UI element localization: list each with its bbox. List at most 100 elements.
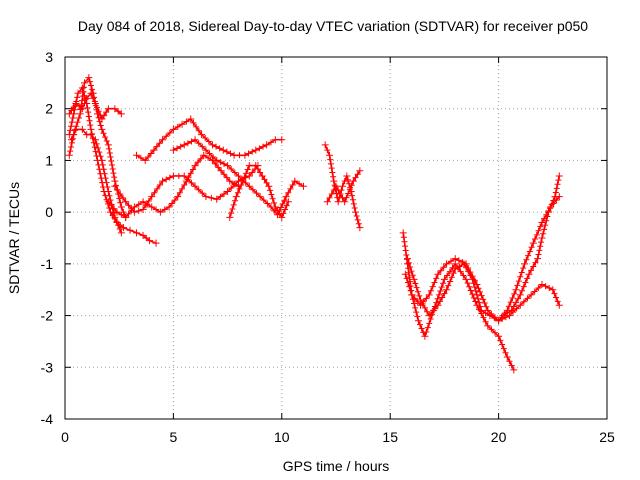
data-point-marker (413, 284, 420, 291)
data-point-marker (208, 194, 215, 201)
data-point-marker (538, 218, 546, 226)
data-point-marker (174, 145, 181, 152)
data-point-marker (483, 303, 490, 310)
data-point-marker (202, 135, 209, 142)
data-point-marker (446, 268, 453, 275)
data-point-marker (278, 136, 286, 144)
data-point-marker (228, 185, 235, 192)
data-point-marker (103, 109, 110, 116)
y-tick-label: 0 (45, 204, 53, 220)
data-point-marker (325, 151, 333, 159)
data-point-marker (553, 185, 560, 192)
data-point-marker (330, 173, 337, 180)
data-point-marker (407, 263, 414, 270)
data-point-marker (400, 234, 407, 241)
data-point-marker (409, 272, 416, 279)
data-point-marker (282, 206, 289, 213)
series-line (107, 154, 239, 219)
data-point-marker (351, 205, 358, 212)
data-point-marker (169, 125, 177, 133)
data-point-marker (350, 200, 357, 207)
data-point-marker (267, 139, 274, 146)
data-point-marker (156, 181, 163, 188)
data-point-marker (271, 136, 279, 144)
x-tick-label: 10 (274, 429, 290, 445)
data-point-marker (475, 295, 482, 302)
data-point-marker (205, 138, 212, 145)
data-point-marker (108, 202, 115, 209)
data-point-marker (550, 197, 557, 204)
data-point-marker (69, 135, 76, 142)
data-point-marker (488, 326, 495, 333)
data-point-marker (87, 122, 94, 129)
data-point-marker (102, 134, 109, 141)
data-point-marker (151, 189, 158, 196)
data-point-marker (191, 136, 199, 144)
data-point-marker (530, 263, 537, 270)
data-point-marker (206, 150, 213, 157)
series-line (136, 118, 282, 162)
y-tick-label: 1 (45, 152, 53, 168)
data-point-marker (197, 155, 204, 162)
data-point-marker (328, 165, 335, 172)
data-point-marker (193, 123, 200, 130)
data-point-marker (99, 161, 106, 168)
data-point-marker (74, 119, 81, 126)
x-tick-label: 5 (170, 429, 178, 445)
data-point-marker (122, 198, 130, 206)
chart-title: Day 084 of 2018, Sidereal Day-to-day VTE… (78, 18, 588, 34)
data-point-marker (184, 140, 191, 147)
data-point-marker (478, 292, 485, 299)
data-point-marker (407, 287, 414, 294)
data-point-marker (445, 282, 452, 289)
data-point-marker (335, 187, 342, 194)
data-point-marker (536, 247, 543, 254)
data-point-marker (551, 193, 559, 201)
data-point-marker (208, 141, 216, 149)
data-point-marker (544, 208, 552, 216)
data-point-marker (356, 167, 364, 175)
series-arc-6 (104, 151, 242, 221)
data-point-marker (163, 176, 170, 183)
data-point-marker (414, 313, 421, 320)
data-point-marker (106, 145, 113, 152)
data-point-marker (544, 213, 551, 220)
data-point-marker (404, 255, 412, 263)
data-point-marker (524, 295, 531, 302)
data-point-marker (97, 122, 104, 129)
data-point-marker (195, 140, 202, 147)
data-point-marker (403, 251, 410, 258)
data-point-marker (114, 187, 121, 194)
data-point-marker (111, 213, 119, 221)
x-tick-label: 20 (491, 429, 507, 445)
data-point-marker (256, 145, 263, 152)
data-point-marker (249, 148, 256, 155)
data-point-marker (175, 172, 182, 179)
data-point-marker (231, 180, 238, 187)
data-point-marker (199, 190, 206, 197)
data-point-marker (111, 174, 118, 181)
data-point-marker (185, 174, 192, 181)
data-point-marker (245, 172, 253, 180)
data-point-marker (424, 308, 431, 315)
data-point-marker (130, 203, 138, 211)
data-point-marker (267, 187, 274, 194)
data-point-marker (104, 187, 112, 195)
data-point-marker (115, 108, 122, 115)
x-axis-label: GPS time / hours (283, 458, 390, 474)
data-point-marker (108, 158, 115, 165)
data-point-marker (421, 304, 428, 311)
y-axis-label: SDTVAR / TECUs (6, 182, 22, 294)
data-point-marker (456, 263, 463, 270)
data-point-marker (87, 89, 95, 97)
data-point-marker (137, 154, 144, 161)
data-point-marker (220, 160, 227, 167)
data-point-marker (230, 151, 238, 159)
data-point-marker (159, 136, 167, 144)
data-point-marker (81, 100, 88, 107)
data-point-marker (85, 74, 93, 82)
data-point-marker (148, 193, 156, 201)
data-point-marker (354, 216, 361, 223)
data-point-marker (451, 265, 459, 273)
data-point-marker (341, 178, 348, 185)
